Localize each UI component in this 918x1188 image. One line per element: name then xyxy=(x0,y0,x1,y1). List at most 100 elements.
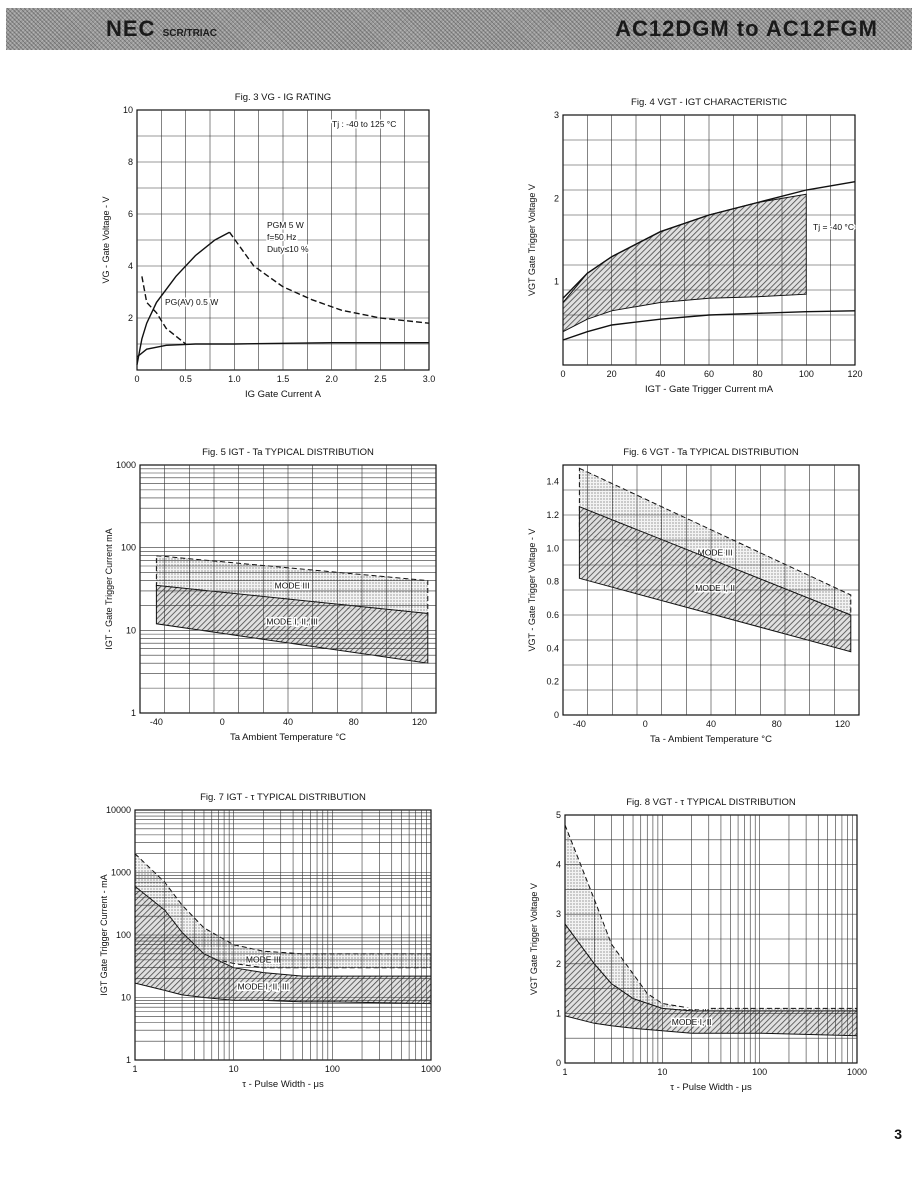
y-tick-label: 2 xyxy=(556,959,561,969)
chart-title: Fig. 7 IGT - τ TYPICAL DISTRIBUTION xyxy=(200,792,366,803)
x-axis-label: IG Gate Current A xyxy=(245,389,322,400)
y-tick-label: 1.0 xyxy=(546,543,559,553)
chart-fig3: 0 0.5 1.0 1.5 2.0 2.5 3.0 2 4 6 8 10 Fig. 3 VG - IG … xyxy=(101,92,435,400)
y-tick-label: 3 xyxy=(556,909,561,919)
annotation: PGM 5 W xyxy=(267,220,304,230)
y-axis-label: VGT Gate Trigger Voltage V xyxy=(529,883,539,995)
x-tick-label: 120 xyxy=(412,717,427,727)
x-tick-label: -40 xyxy=(573,719,586,729)
x-tick-label: 100 xyxy=(325,1064,340,1074)
brand-logo: NEC SCR/TRIAC xyxy=(106,16,218,41)
x-axis-label: Ta - Ambient Temperature °C xyxy=(650,734,772,745)
x-tick-label: 40 xyxy=(655,369,665,379)
chart-title: Fig. 4 VGT - IGT CHARACTERISTIC xyxy=(631,97,787,108)
x-tick-label: 2.5 xyxy=(374,374,387,384)
chart-title: Fig. 8 VGT - τ TYPICAL DISTRIBUTION xyxy=(626,797,796,808)
header-banner: NEC SCR/TRIAC AC12DGM to AC12FGM xyxy=(6,8,912,50)
x-axis-label: τ - Pulse Width - μs xyxy=(670,1082,752,1093)
y-tick-label: 0.6 xyxy=(546,610,559,620)
y-tick-label: 10 xyxy=(126,625,136,635)
x-tick-label: 120 xyxy=(847,369,862,379)
chart-title: Fig. 6 VGT - Ta TYPICAL DISTRIBUTION xyxy=(623,447,799,458)
y-tick-label: 0.8 xyxy=(546,577,559,587)
x-tick-label: 40 xyxy=(706,719,716,729)
y-tick-label: 0 xyxy=(554,710,559,720)
y-tick-label: 3 xyxy=(554,110,559,120)
x-tick-label: 100 xyxy=(799,369,814,379)
chart-fig4: 0 20 40 60 80 100 120 1 2 3 Fig. 4 VGT - IGT CHARA… xyxy=(527,97,863,395)
y-axis-label: VG - Gate Voltage - V xyxy=(101,196,111,283)
series-label: MODE I, II xyxy=(695,583,735,593)
y-tick-label: 10 xyxy=(123,105,133,115)
series-line xyxy=(562,181,856,299)
y-tick-label: 1000 xyxy=(111,868,131,878)
part-number-title: AC12DGM to AC12FGM xyxy=(615,16,878,41)
chart-title: Fig. 5 IGT - Ta TYPICAL DISTRIBUTION xyxy=(202,447,374,458)
y-tick-label: 100 xyxy=(121,543,136,553)
y-tick-label: 8 xyxy=(128,157,133,167)
series-line xyxy=(562,310,856,341)
x-tick-label: 0 xyxy=(134,374,139,384)
y-tick-label: 2 xyxy=(554,193,559,203)
x-axis-label: Ta Ambient Temperature °C xyxy=(230,732,346,743)
series-line xyxy=(228,231,430,324)
series-line xyxy=(141,276,187,345)
y-tick-label: 1 xyxy=(556,1008,561,1018)
y-axis-label: IGT - Gate Trigger Current mA xyxy=(104,528,114,649)
y-tick-label: 4 xyxy=(128,261,133,271)
x-tick-label: 1000 xyxy=(847,1067,867,1077)
y-tick-label: 1 xyxy=(554,277,559,287)
x-tick-label: 0 xyxy=(643,719,648,729)
annotation: PG(AV) 0.5 W xyxy=(165,297,218,307)
series-line xyxy=(136,342,429,358)
x-tick-label: 2.0 xyxy=(325,374,338,384)
y-axis-label: VGT - Gate Trigger Voltage - V xyxy=(527,529,537,652)
y-axis-label: VGT Gate Trigger Voltage V xyxy=(527,184,537,296)
series-label: MODE III xyxy=(698,548,733,558)
y-tick-label: 5 xyxy=(556,810,561,820)
y-tick-label: 0.2 xyxy=(546,677,559,687)
x-tick-label: 60 xyxy=(704,369,714,379)
x-axis-label: IGT - Gate Trigger Current mA xyxy=(645,384,774,395)
y-tick-label: 0 xyxy=(556,1058,561,1068)
y-tick-label: 0.4 xyxy=(546,643,559,653)
y-tick-label: 4 xyxy=(556,860,561,870)
chart-fig6: MODE III MODE I, II -40 0 40 80 120 0 0.2 0.4 0.6 0… xyxy=(527,447,860,745)
x-tick-label: 80 xyxy=(772,719,782,729)
x-tick-label: 20 xyxy=(607,369,617,379)
series-label: MODE III xyxy=(275,581,310,591)
y-tick-label: 1000 xyxy=(116,460,136,470)
x-tick-label: 120 xyxy=(835,719,850,729)
x-tick-label: 40 xyxy=(283,717,293,727)
x-tick-label: 100 xyxy=(752,1067,767,1077)
y-tick-label: 6 xyxy=(128,209,133,219)
series-line xyxy=(136,231,230,365)
y-tick-label: 1.2 xyxy=(546,510,559,520)
x-tick-label: 1000 xyxy=(421,1064,441,1074)
x-tick-label: 3.0 xyxy=(423,374,436,384)
series-label: MODE I, II, III xyxy=(266,616,317,626)
y-tick-label: 100 xyxy=(116,930,131,940)
annotation: f=50 Hz xyxy=(267,232,297,242)
y-tick-label: 1 xyxy=(131,708,136,718)
y-tick-label: 10000 xyxy=(106,805,131,815)
x-tick-label: 0 xyxy=(560,369,565,379)
x-tick-label: 1.0 xyxy=(228,374,241,384)
annotation: Duty≤10 % xyxy=(267,244,309,254)
page-number: 3 xyxy=(894,1126,902,1142)
y-tick-label: 10 xyxy=(121,993,131,1003)
x-tick-label: 0.5 xyxy=(179,374,192,384)
x-tick-label: 1 xyxy=(132,1064,137,1074)
y-tick-label: 2 xyxy=(128,313,133,323)
annotation: Tj : -40 to 125 °C xyxy=(332,119,396,129)
x-axis-label: τ - Pulse Width - μs xyxy=(242,1079,324,1090)
x-tick-label: 0 xyxy=(220,717,225,727)
x-tick-label: 80 xyxy=(349,717,359,727)
x-tick-label: 10 xyxy=(657,1067,667,1077)
annotation: Tj = -40 °C xyxy=(813,222,854,232)
x-tick-label: 80 xyxy=(753,369,763,379)
